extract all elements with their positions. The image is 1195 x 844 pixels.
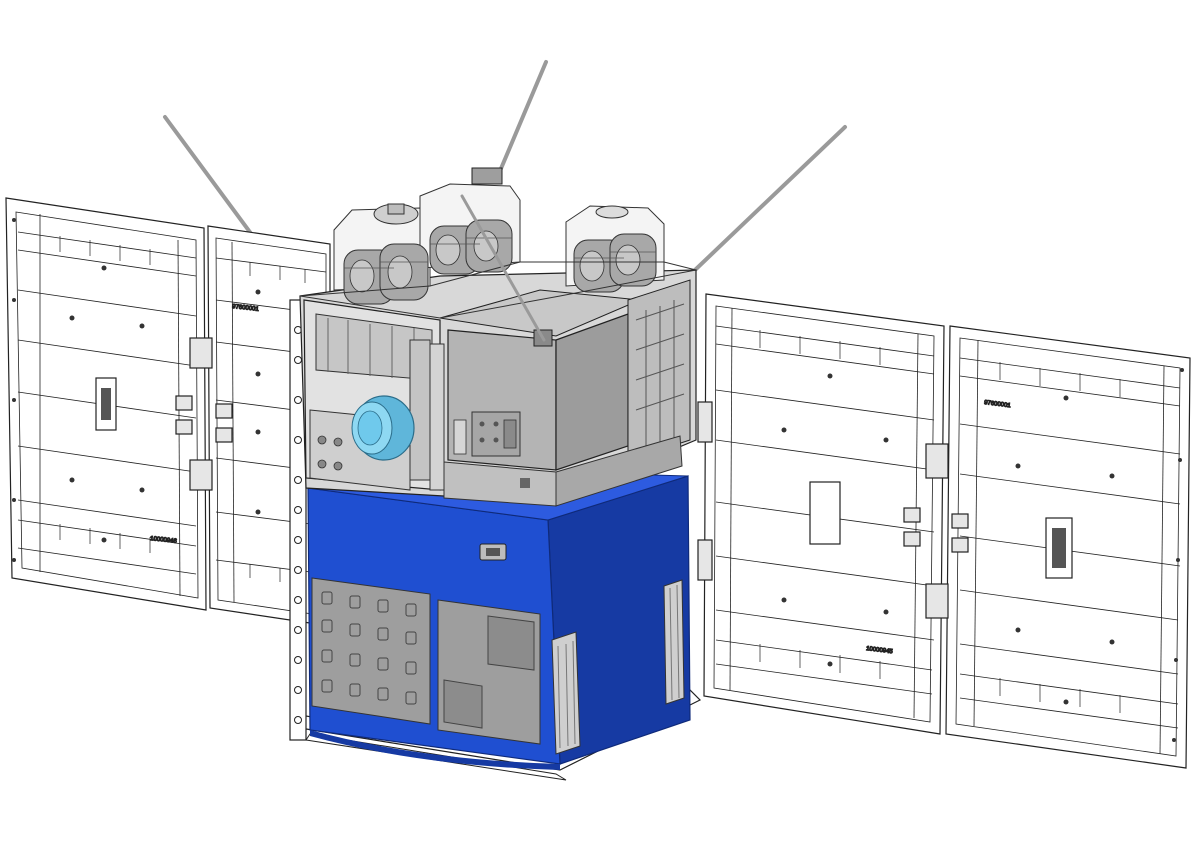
left-panel-top-label: 97600001: [232, 304, 260, 313]
right-hinges: [697, 401, 969, 619]
camera-lens: [351, 395, 415, 461]
bus-sensor-panel-left: [311, 577, 431, 725]
solar-array-left: 97600001 10000946: [5, 197, 331, 627]
antenna-inner: [460, 194, 546, 342]
antenna-top: [495, 60, 548, 180]
antenna-right: [693, 125, 847, 272]
left-panel-bottom-label: 10000946: [150, 536, 178, 545]
bus-side-rails: [551, 579, 685, 755]
payload-front-details: [453, 411, 530, 488]
left-hinges: [175, 337, 233, 491]
payload-side-face: [555, 313, 629, 471]
gps-module: [471, 167, 503, 185]
right-panel-bottom-label: 10000945: [866, 646, 894, 655]
payload-module: [299, 269, 697, 507]
right-panel-top-label: 97600001: [984, 400, 1012, 409]
structure-rail-left: [289, 299, 307, 741]
top-instruments: [299, 167, 697, 319]
satellite-bus: [307, 469, 691, 770]
solar-array-right: 97600001 10000945: [697, 293, 1191, 769]
right-panel-cutout: [809, 481, 841, 545]
bus-sensor-panel-right: [437, 599, 541, 745]
